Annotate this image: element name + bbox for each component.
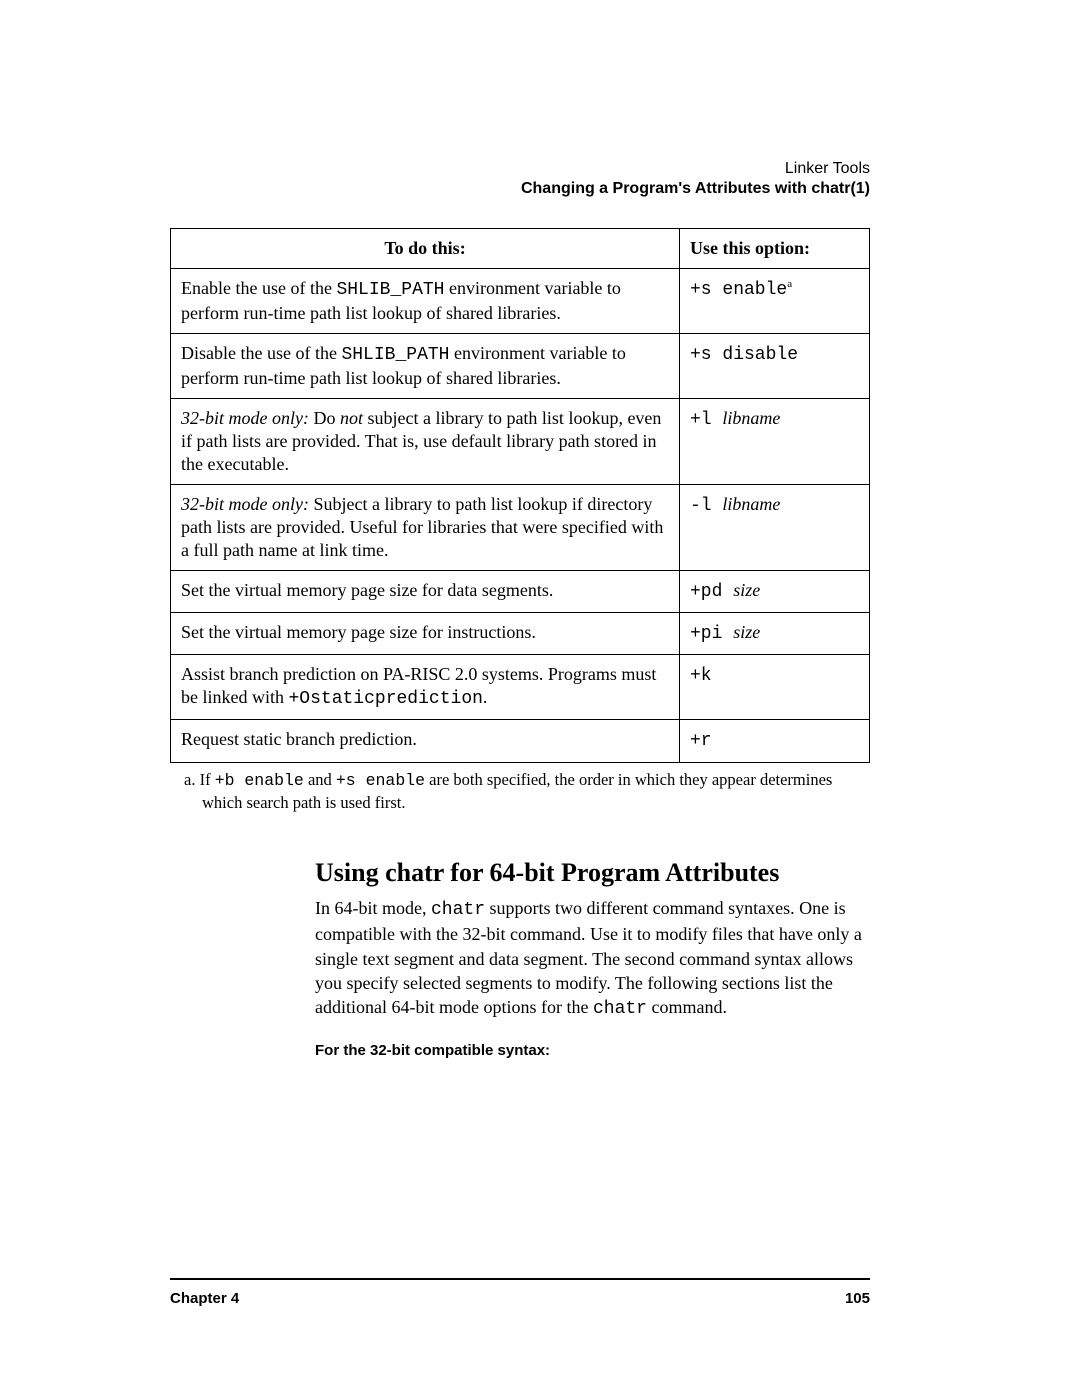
italic-text: size: [733, 622, 760, 642]
table-row: Disable the use of the SHLIB_PATH enviro…: [171, 334, 870, 399]
footer-rule: [170, 1278, 870, 1280]
footnote-a: a. If +b enable and +s enable are both s…: [202, 769, 870, 815]
mono-text: chatr: [431, 900, 485, 920]
col-todo: To do this:: [171, 229, 680, 269]
text: .: [483, 687, 488, 707]
section-heading: Using chatr for 64-bit Program Attribute…: [315, 858, 870, 888]
text: and: [304, 770, 336, 789]
cell-opt: +s enablea: [680, 269, 870, 334]
text: Enable the use of the: [181, 278, 336, 298]
table-row: Set the virtual memory page size for dat…: [171, 571, 870, 613]
italic-text: 32-bit mode only:: [181, 494, 309, 514]
text: In 64-bit mode,: [315, 898, 431, 918]
page: Linker Tools Changing a Program's Attrib…: [0, 0, 1080, 1397]
table-header-row: To do this: Use this option:: [171, 229, 870, 269]
page-header: Linker Tools Changing a Program's Attrib…: [170, 160, 870, 198]
cell-opt: +pi size: [680, 613, 870, 655]
table-row: Set the virtual memory page size for ins…: [171, 613, 870, 655]
header-tool: Linker Tools: [170, 160, 870, 178]
mono-text: +s enable: [336, 771, 425, 790]
mono-text: +l: [690, 410, 722, 430]
text: Do: [309, 408, 340, 428]
cell-desc: 32-bit mode only: Subject a library to p…: [171, 485, 680, 571]
cell-opt: +l libname: [680, 399, 870, 485]
cell-desc: Assist branch prediction on PA-RISC 2.0 …: [171, 655, 680, 720]
italic-text: 32-bit mode only:: [181, 408, 309, 428]
cell-desc: Disable the use of the SHLIB_PATH enviro…: [171, 334, 680, 399]
italic-text: libname: [722, 494, 780, 514]
cell-desc: Set the virtual memory page size for ins…: [171, 613, 680, 655]
cell-opt: -l libname: [680, 485, 870, 571]
mono-text: +r: [690, 731, 712, 751]
options-table: To do this: Use this option: Enable the …: [170, 228, 870, 763]
mono-text: +b enable: [215, 771, 304, 790]
table-row: Assist branch prediction on PA-RISC 2.0 …: [171, 655, 870, 720]
table-row: Enable the use of the SHLIB_PATH environ…: [171, 269, 870, 334]
header-subtitle: Changing a Program's Attributes with cha…: [170, 180, 870, 198]
text: Disable the use of the: [181, 343, 341, 363]
italic-text: libname: [722, 408, 780, 428]
mono-text: +s enable: [690, 280, 787, 300]
text: command.: [647, 997, 727, 1017]
cell-desc: Enable the use of the SHLIB_PATH environ…: [171, 269, 680, 334]
section-paragraph: In 64-bit mode, chatr supports two diffe…: [315, 896, 870, 1021]
mono-text: +Ostaticprediction: [288, 689, 482, 709]
cell-opt: +k: [680, 655, 870, 720]
table-row: 32-bit mode only: Subject a library to p…: [171, 485, 870, 571]
mono-text: chatr: [593, 999, 647, 1019]
body-content: Using chatr for 64-bit Program Attribute…: [315, 858, 870, 1058]
mono-text: +k: [690, 666, 712, 686]
page-footer: Chapter 4 105: [170, 1278, 870, 1307]
cell-desc: Set the virtual memory page size for dat…: [171, 571, 680, 613]
cell-opt: +r: [680, 720, 870, 762]
mono-text: +pd: [690, 582, 733, 602]
footer-row: Chapter 4 105: [170, 1290, 870, 1307]
cell-desc: Request static branch prediction.: [171, 720, 680, 762]
footnote-ref: a: [787, 278, 792, 290]
page-number: 105: [845, 1290, 870, 1307]
col-option: Use this option:: [680, 229, 870, 269]
mono-text: +s disable: [690, 345, 798, 365]
mono-text: +pi: [690, 624, 733, 644]
table-row: Request static branch prediction. +r: [171, 720, 870, 762]
text: a. If: [184, 770, 215, 789]
italic-text: not: [340, 408, 363, 428]
chapter-label: Chapter 4: [170, 1290, 239, 1307]
cell-opt: +s disable: [680, 334, 870, 399]
mono-text: -l: [690, 496, 722, 516]
mono-text: SHLIB_PATH: [336, 280, 444, 300]
table-row: 32-bit mode only: Do not subject a libra…: [171, 399, 870, 485]
cell-opt: +pd size: [680, 571, 870, 613]
cell-desc: 32-bit mode only: Do not subject a libra…: [171, 399, 680, 485]
italic-text: size: [733, 580, 760, 600]
mono-text: SHLIB_PATH: [341, 345, 449, 365]
subsection-heading: For the 32-bit compatible syntax:: [315, 1042, 870, 1059]
